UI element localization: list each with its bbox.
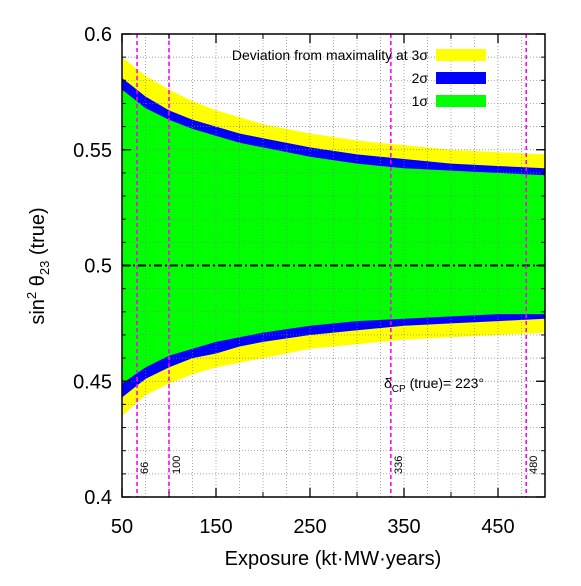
y-tick-label: 0.6 (84, 24, 112, 46)
y-tick-label: 0.5 (84, 256, 112, 278)
bands-layer (122, 57, 545, 416)
y-tick-label: 0.55 (73, 140, 112, 162)
legend-label-3sigma: Deviation from maximality at 3σ (232, 47, 429, 63)
x-tick-label: 350 (387, 516, 420, 538)
x-tick-label: 50 (111, 516, 133, 538)
band-1sigma (122, 89, 545, 384)
exposure-marker-label: 480 (528, 456, 540, 474)
exposure-marker-label: 336 (393, 456, 405, 474)
x-tick-label: 150 (199, 516, 232, 538)
legend-swatch-2sigma (436, 72, 486, 84)
legend-swatch-1sigma (436, 95, 486, 107)
delta-cp-annotation: δCP (true)= 223° (384, 375, 484, 395)
axes: 50 150 250 350 450 0.4 0.45 0.5 0.55 0.6 (73, 24, 545, 538)
y-tick-label: 0.45 (73, 371, 112, 393)
legend-label-1sigma: 1σ (412, 93, 429, 109)
legend: Deviation from maximality at 3σ 2σ 1σ (232, 47, 486, 109)
y-tick-label: 0.4 (84, 487, 112, 509)
legend-swatch-3sigma (436, 49, 486, 61)
y-axis-label: sin2 θ23 (true) (24, 207, 52, 324)
markers-layer: 66 100 336 480 (136, 34, 540, 497)
exposure-marker-label: 100 (171, 456, 183, 474)
x-tick-label: 250 (293, 516, 326, 538)
x-axis-label: Exposure (kt·MW·years) (225, 548, 442, 570)
legend-label-2sigma: 2σ (412, 70, 429, 86)
exposure-marker-label: 66 (139, 462, 151, 474)
x-tick-label: 450 (481, 516, 514, 538)
